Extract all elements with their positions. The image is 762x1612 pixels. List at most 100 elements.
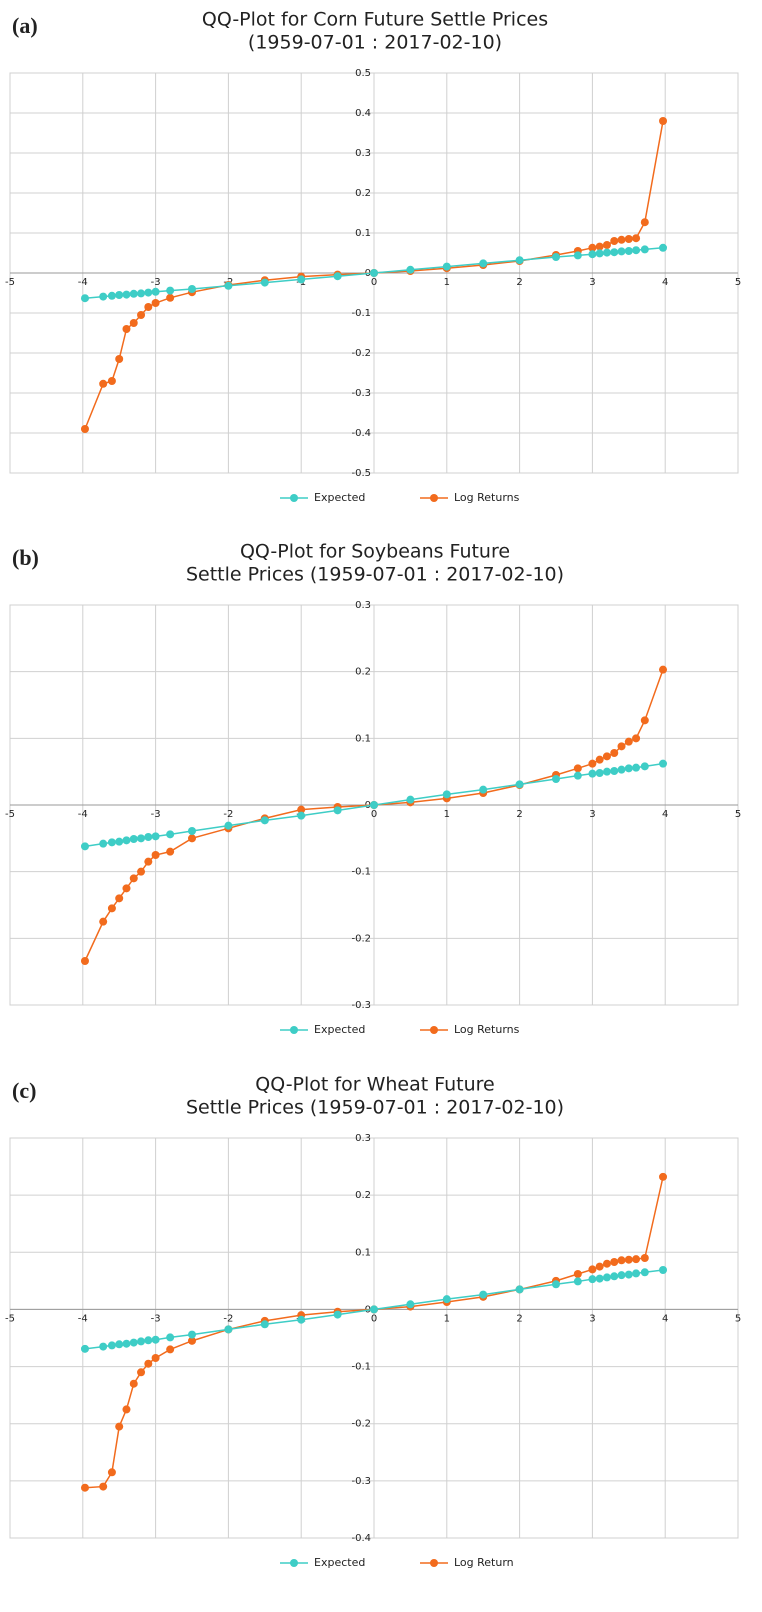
data-point (166, 847, 175, 856)
data-point (297, 275, 306, 284)
data-point (610, 1258, 619, 1266)
data-point (297, 1315, 306, 1324)
data-point (99, 292, 108, 301)
data-point (515, 1285, 524, 1294)
data-point (151, 287, 160, 296)
data-point (595, 242, 604, 251)
data-point (166, 286, 175, 295)
data-point (122, 325, 131, 333)
data-point (610, 1272, 619, 1281)
data-point (99, 1482, 108, 1491)
data-point (144, 857, 153, 866)
legend-label: Expected (314, 1556, 365, 1569)
data-point (137, 834, 146, 843)
y-tick-label: -0.3 (351, 1476, 371, 1487)
data-point (151, 1335, 160, 1344)
data-point (552, 253, 560, 261)
data-point (588, 243, 597, 252)
x-tick-label: -5 (5, 1313, 15, 1324)
data-point (632, 734, 641, 743)
data-point (144, 1359, 153, 1368)
x-tick-label: 5 (735, 809, 741, 820)
data-point (80, 957, 89, 965)
y-tick-label: 0.4 (355, 108, 371, 119)
data-point (144, 833, 153, 841)
y-tick-label: 0.2 (355, 667, 371, 678)
data-point (137, 311, 146, 319)
data-point (617, 247, 626, 256)
data-point (640, 1268, 649, 1277)
data-point (573, 251, 582, 260)
data-point (137, 289, 146, 298)
data-point (151, 299, 160, 307)
x-tick-label: -5 (5, 809, 15, 820)
data-point (602, 241, 611, 249)
y-tick-label: -0.1 (351, 1362, 371, 1373)
data-point (333, 272, 342, 281)
data-point (515, 780, 524, 789)
data-point (588, 250, 597, 259)
data-point (99, 1342, 108, 1351)
data-point (617, 235, 626, 244)
data-point (406, 1300, 415, 1309)
chart-title: QQ-Plot for Soybeans Future (240, 541, 510, 563)
data-point (659, 665, 668, 674)
data-point (624, 737, 633, 746)
data-point (659, 1266, 668, 1274)
data-point (588, 769, 597, 778)
x-tick-label: 5 (735, 1313, 741, 1324)
data-point (442, 1295, 451, 1304)
data-point (333, 806, 342, 815)
data-point (122, 884, 131, 893)
data-point (224, 1325, 233, 1334)
panel-label: (a) (12, 13, 38, 38)
data-point (297, 811, 306, 820)
data-point (610, 248, 619, 257)
data-point (151, 832, 160, 841)
data-point (80, 1483, 89, 1492)
data-point (624, 247, 633, 255)
legend-label: Expected (314, 491, 365, 504)
data-point (602, 752, 611, 761)
data-point (552, 775, 560, 783)
y-tick-label: -0.4 (351, 1533, 371, 1544)
data-point (624, 1255, 633, 1264)
panel-label: (b) (12, 545, 39, 570)
data-point (659, 759, 668, 768)
data-point (573, 1277, 582, 1286)
legend-label: Expected (314, 1023, 365, 1036)
data-point (80, 425, 89, 433)
data-point (122, 1339, 131, 1348)
data-point (224, 281, 233, 290)
data-point (624, 764, 633, 773)
x-tick-label: -2 (223, 809, 233, 820)
x-tick-label: -4 (78, 1313, 88, 1324)
x-tick-label: 0 (371, 809, 377, 820)
data-point (370, 1305, 378, 1314)
data-point (107, 291, 116, 300)
legend-label: Log Returns (454, 491, 520, 504)
data-point (515, 256, 524, 265)
data-point (107, 377, 116, 385)
x-tick-label: -4 (78, 809, 88, 820)
data-point (129, 874, 138, 883)
x-tick-label: 2 (516, 1313, 522, 1324)
data-point (107, 1341, 116, 1350)
y-tick-label: 0.5 (355, 68, 371, 79)
data-point (573, 764, 582, 773)
data-point (442, 790, 451, 799)
data-point (129, 1379, 138, 1388)
data-point (129, 835, 138, 843)
y-tick-label: 0.3 (355, 600, 371, 611)
data-point (122, 290, 131, 299)
data-point (129, 289, 138, 298)
data-point (370, 801, 378, 809)
data-point (573, 1270, 582, 1278)
data-point (107, 838, 116, 847)
x-tick-label: 3 (589, 809, 595, 820)
data-point (479, 1290, 488, 1299)
x-tick-label: 4 (662, 809, 668, 820)
data-point (632, 1269, 641, 1278)
panel-label: (c) (12, 1078, 36, 1103)
y-tick-label: 0.3 (355, 1133, 371, 1144)
